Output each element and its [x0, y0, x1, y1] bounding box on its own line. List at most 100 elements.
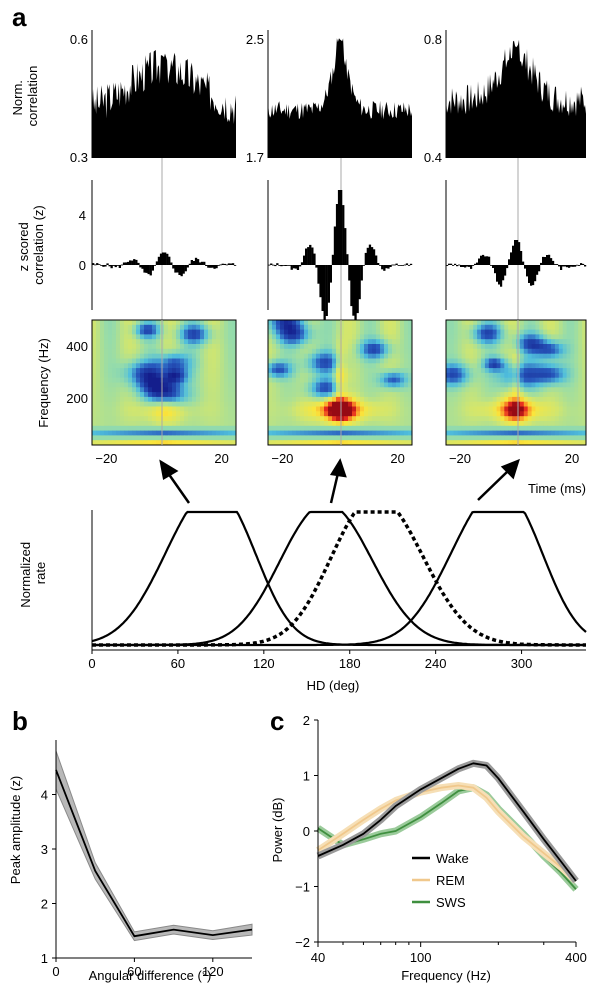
heatmap-cell: [140, 425, 145, 432]
heatmap-cell: [523, 406, 529, 412]
heatmap-cell: [484, 348, 490, 355]
heatmap-cell: [360, 372, 365, 379]
heatmap-cell: [284, 377, 289, 383]
heatmap-cell: [404, 382, 409, 388]
heatmap-cell: [316, 411, 321, 417]
heatmap-cell: [392, 416, 397, 422]
heatmap-cell: [392, 329, 397, 335]
heatmap-cell: [360, 435, 365, 441]
heatmap-cell: [578, 401, 583, 407]
heatmap-cell: [232, 392, 237, 398]
heatmap-cell: [204, 392, 209, 398]
heatmap-cell: [578, 430, 583, 436]
heatmap-cell: [152, 353, 157, 359]
panel-c-xlabel: Frequency (Hz): [401, 968, 491, 983]
heatmap-cell: [368, 348, 373, 355]
heatmap-cell: [392, 406, 397, 412]
heatmap-cell: [92, 344, 97, 350]
zscore-bar: [307, 247, 310, 265]
heatmap-cell: [539, 416, 544, 422]
heatmap-cell: [457, 411, 463, 417]
heatmap-cell: [508, 368, 513, 374]
heatmap-cell: [328, 334, 333, 340]
heatmap-cell: [168, 329, 173, 335]
heatmap-cell: [481, 368, 486, 374]
heatmap-cell: [316, 387, 321, 393]
heatmap-cell: [308, 387, 313, 393]
heatmap-cell: [408, 401, 413, 407]
heatmap-cell: [180, 406, 185, 412]
heatmap-cell: [500, 396, 505, 403]
heatmap-cell: [496, 372, 501, 379]
zscore-bar: [268, 264, 271, 266]
heatmap-cell: [582, 430, 587, 436]
heatmap-cell: [284, 348, 289, 355]
heatmap-cell: [104, 382, 109, 388]
heatmap-cell: [276, 382, 281, 388]
heatmap-cell: [504, 324, 509, 331]
zscore-bar: [288, 265, 291, 266]
heatmap-cell: [140, 411, 145, 417]
heatmap-cell: [128, 421, 133, 427]
heatmap-cell: [328, 401, 333, 407]
heatmap-cell: [168, 416, 173, 422]
heatmap-cell: [120, 368, 125, 374]
heatmap-cell: [449, 353, 455, 359]
heatmap-cell: [404, 334, 409, 340]
panel-c-ytick-label: −2: [295, 935, 310, 950]
heatmap-cell: [551, 435, 556, 441]
heatmap-cell: [558, 348, 564, 355]
heatmap-cell: [312, 358, 317, 364]
zscore-bar: [566, 265, 569, 268]
heatmap-cell: [539, 382, 544, 388]
heatmap-cell: [136, 411, 141, 417]
heatmap-cell: [144, 396, 149, 403]
heatmap-cell: [400, 411, 405, 417]
zscore-bar: [278, 265, 281, 266]
heatmap-cell: [112, 421, 117, 427]
heatmap-cell: [112, 435, 117, 441]
heatmap-cell: [539, 387, 544, 393]
heatmap-cell: [336, 401, 341, 407]
heatmap-cell: [566, 334, 571, 340]
heatmap-cell: [288, 368, 293, 374]
heatmap-cell: [96, 368, 101, 374]
heatmap-cell: [453, 353, 459, 359]
heatmap-cell: [372, 430, 377, 436]
heatmap-cell: [296, 387, 301, 393]
heatmap-cell: [176, 324, 181, 331]
heatmap-cell: [473, 425, 478, 432]
heatmap-cell: [292, 329, 297, 335]
heatmap-cell: [523, 320, 529, 326]
heatmap-cell: [408, 435, 413, 441]
heatmap-cell: [188, 320, 193, 326]
heatmap-cell: [212, 416, 217, 422]
zscore-bar: [215, 265, 218, 269]
heatmap-cell: [453, 358, 459, 364]
heatmap-cell: [492, 382, 498, 388]
heatmap-cell: [400, 401, 405, 407]
heatmap-cell: [216, 382, 221, 388]
hd-xtick-label: 60: [171, 656, 185, 671]
heatmap-cell: [535, 387, 540, 393]
heatmap-cell: [152, 411, 157, 417]
heatmap-cell: [312, 339, 317, 345]
heatmap-cell: [582, 348, 587, 355]
heatmap-cell: [388, 406, 393, 412]
heatmap-cell: [392, 348, 397, 355]
heatmap-cell: [164, 368, 169, 374]
heatmap-cell: [473, 396, 478, 403]
heatmap-cell: [535, 334, 540, 340]
heatmap-cell: [408, 344, 413, 350]
heatmap-cell: [276, 372, 281, 379]
heatmap-cell: [104, 401, 109, 407]
heatmap-cell: [392, 334, 397, 340]
zscore-bar: [161, 252, 165, 265]
heatmap-cell: [180, 382, 185, 388]
heatmap-cell: [527, 411, 533, 417]
heatmap-cell: [136, 363, 141, 369]
heatmap-cell: [284, 425, 289, 432]
heatmap-cell: [228, 320, 233, 326]
heatmap-cell: [554, 435, 560, 441]
heatmap-cell: [539, 425, 544, 432]
